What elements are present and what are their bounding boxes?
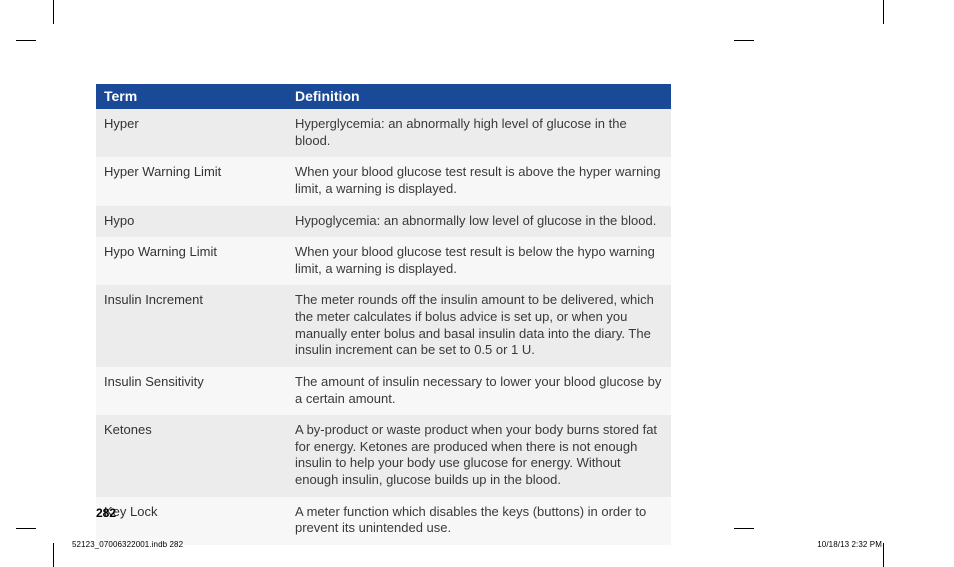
cell-definition: Hypoglycemia: an abnormally low level of… [287, 206, 671, 238]
cell-definition: The amount of insulin necessary to lower… [287, 367, 671, 415]
cell-definition: When your blood glucose test result is a… [287, 157, 671, 205]
crop-mark [53, 0, 54, 24]
crop-mark [16, 528, 36, 529]
crop-mark [53, 543, 54, 567]
crop-mark [883, 0, 884, 24]
header-definition: Definition [287, 84, 671, 109]
cell-term: Ketones [96, 415, 287, 497]
cell-definition: The meter rounds off the insulin amount … [287, 285, 671, 367]
crop-mark [734, 40, 754, 41]
page-number: 282 [96, 506, 116, 520]
cell-definition: A by-product or waste product when your … [287, 415, 671, 497]
cell-definition: When your blood glucose test result is b… [287, 237, 671, 285]
cell-term: Key Lock [96, 497, 287, 545]
glossary-table: Term Definition Hyper Hyperglycemia: an … [96, 84, 671, 545]
table-row: Hyper Hyperglycemia: an abnormally high … [96, 109, 671, 157]
cell-term: Hyper Warning Limit [96, 157, 287, 205]
cell-term: Insulin Increment [96, 285, 287, 367]
table-row: Ketones A by-product or waste product wh… [96, 415, 671, 497]
cell-term: Hypo Warning Limit [96, 237, 287, 285]
header-term: Term [96, 84, 287, 109]
page-content: Term Definition Hyper Hyperglycemia: an … [96, 84, 671, 545]
table-row: Hyper Warning Limit When your blood gluc… [96, 157, 671, 205]
table-row: Hypo Warning Limit When your blood gluco… [96, 237, 671, 285]
cell-definition: Hyperglycemia: an abnormally high level … [287, 109, 671, 157]
footer-left: 52123_07006322001.indb 282 [72, 540, 183, 549]
table-row: Insulin Increment The meter rounds off t… [96, 285, 671, 367]
cell-term: Insulin Sensitivity [96, 367, 287, 415]
footer-right: 10/18/13 2:32 PM [817, 540, 882, 549]
table-header-row: Term Definition [96, 84, 671, 109]
cell-term: Hyper [96, 109, 287, 157]
cell-term: Hypo [96, 206, 287, 238]
table-row: Hypo Hypoglycemia: an abnormally low lev… [96, 206, 671, 238]
crop-mark [734, 528, 754, 529]
crop-mark [16, 40, 36, 41]
table-row: Insulin Sensitivity The amount of insuli… [96, 367, 671, 415]
crop-mark [883, 543, 884, 567]
cell-definition: A meter function which disables the keys… [287, 497, 671, 545]
table-row: Key Lock A meter function which disables… [96, 497, 671, 545]
